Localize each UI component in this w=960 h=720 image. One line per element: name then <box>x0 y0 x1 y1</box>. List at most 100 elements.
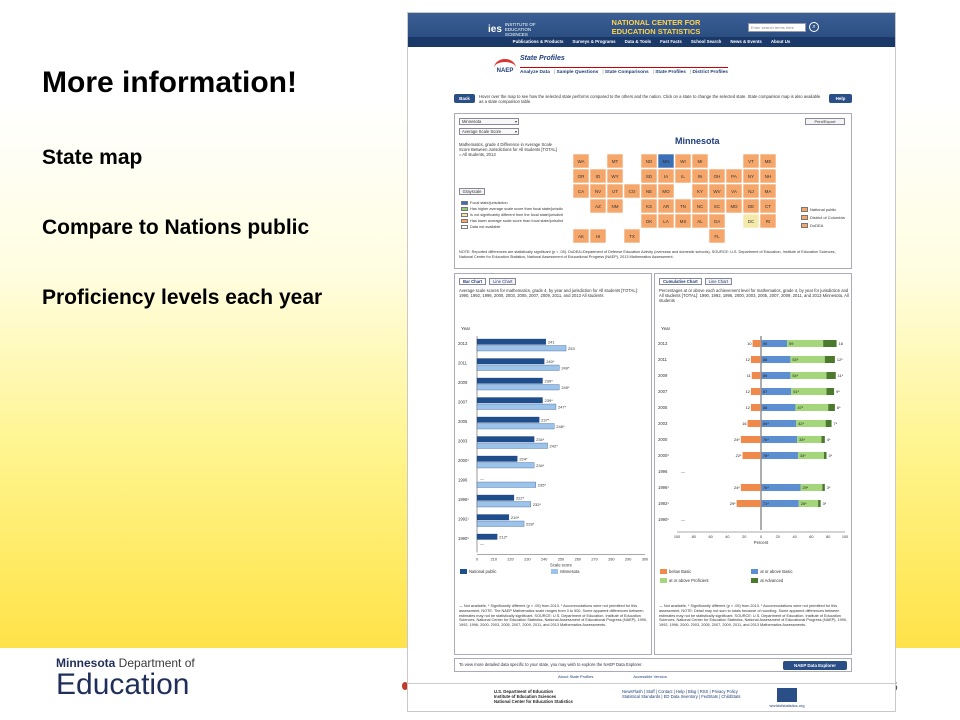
state-shape[interactable] <box>640 168 658 184</box>
state-tile[interactable]: VT <box>742 153 760 169</box>
state-tile[interactable]: MO <box>657 183 675 199</box>
score-bar[interactable] <box>476 501 531 508</box>
state-shape[interactable] <box>691 213 709 229</box>
measure-select[interactable]: Average Scale Score <box>459 128 519 135</box>
level-bar-segment[interactable] <box>740 484 761 491</box>
state-tile[interactable]: KS <box>640 198 658 214</box>
state-tile[interactable]: SC <box>708 198 726 214</box>
score-bar[interactable] <box>476 416 540 423</box>
state-tile[interactable]: CT <box>759 198 777 214</box>
help-button[interactable]: Help <box>829 94 852 103</box>
tab-state-profiles[interactable]: State Profiles <box>653 70 686 75</box>
state-shape[interactable] <box>759 213 777 229</box>
state-shape[interactable] <box>742 168 760 184</box>
state-shape[interactable] <box>657 213 675 229</box>
state-shape[interactable] <box>674 213 692 229</box>
state-tile[interactable]: NM <box>606 198 624 214</box>
state-shape[interactable] <box>623 183 641 199</box>
score-bar[interactable] <box>476 462 535 469</box>
level-bar-segment[interactable] <box>818 500 821 507</box>
score-bar[interactable] <box>476 377 543 384</box>
state-shape[interactable] <box>606 183 624 199</box>
state-tile[interactable]: AR <box>657 198 675 214</box>
state-tile[interactable]: NC <box>691 198 709 214</box>
state-shape[interactable] <box>572 183 590 199</box>
state-shape[interactable] <box>708 213 726 229</box>
level-bar-segment[interactable] <box>761 388 792 395</box>
score-bar[interactable] <box>476 338 547 345</box>
state-shape[interactable] <box>589 198 607 214</box>
score-bar[interactable] <box>476 397 543 404</box>
state-tile[interactable]: AZ <box>589 198 607 214</box>
level-bar-segment[interactable] <box>797 436 822 443</box>
tab-line-chart-left[interactable]: Line Chart <box>489 278 517 285</box>
level-bar-segment[interactable] <box>824 356 835 363</box>
state-shape[interactable] <box>606 153 624 169</box>
state-tile[interactable]: WV <box>708 183 726 199</box>
state-tile[interactable]: ME <box>759 153 777 169</box>
nav-about[interactable]: About Us <box>770 39 791 44</box>
state-shape[interactable] <box>657 168 675 184</box>
score-bar[interactable] <box>476 533 498 540</box>
state-tile[interactable]: IL <box>674 168 692 184</box>
state-tile[interactable]: NV <box>589 183 607 199</box>
level-bar-segment[interactable] <box>798 500 819 507</box>
level-bar-segment[interactable] <box>761 404 796 411</box>
tab-sample-questions[interactable]: Sample Questions <box>554 70 598 75</box>
state-shape[interactable] <box>640 198 658 214</box>
level-bar-segment[interactable] <box>823 340 837 347</box>
level-bar-segment[interactable] <box>747 420 761 427</box>
state-shape[interactable] <box>708 198 726 214</box>
state-tile[interactable]: IA <box>657 168 675 184</box>
state-tile[interactable]: MT <box>606 153 624 169</box>
state-tile[interactable]: MS <box>674 213 692 229</box>
state-shape[interactable] <box>691 198 709 214</box>
tab-line-chart-right[interactable]: Line Chart <box>704 278 732 285</box>
state-shape[interactable] <box>742 198 760 214</box>
state-shape[interactable] <box>691 183 709 199</box>
state-tile[interactable]: TN <box>674 198 692 214</box>
score-bar[interactable] <box>476 481 536 488</box>
nav-news[interactable]: News & Events <box>730 39 762 44</box>
level-bar-segment[interactable] <box>822 484 825 491</box>
level-bar-segment[interactable] <box>797 452 824 459</box>
level-bar-segment[interactable] <box>761 500 799 507</box>
state-tile[interactable]: OR <box>572 168 590 184</box>
state-tile[interactable]: OH <box>708 168 726 184</box>
level-bar-segment[interactable] <box>821 436 825 443</box>
score-bar[interactable] <box>476 403 557 410</box>
level-bar-segment[interactable] <box>736 500 761 507</box>
score-bar[interactable] <box>476 494 515 501</box>
state-tile[interactable]: NY <box>742 168 760 184</box>
state-shape[interactable] <box>589 228 607 244</box>
accessible-version-link[interactable]: Accessible Version <box>633 674 667 679</box>
level-bar-segment[interactable] <box>761 420 797 427</box>
level-bar-segment[interactable] <box>751 372 761 379</box>
state-shape[interactable] <box>657 153 675 169</box>
nav-school-search[interactable]: School Search <box>690 39 722 44</box>
score-bar[interactable] <box>476 358 545 365</box>
state-tile[interactable]: RI <box>759 213 777 229</box>
state-shape[interactable] <box>708 183 726 199</box>
state-shape[interactable] <box>691 153 709 169</box>
level-bar-segment[interactable] <box>800 484 823 491</box>
score-bar[interactable] <box>476 442 548 449</box>
state-shape[interactable] <box>606 198 624 214</box>
state-shape[interactable] <box>742 153 760 169</box>
world-of-statistics-logo[interactable]: worldofstatistics.org <box>762 688 812 710</box>
score-bar[interactable] <box>476 384 560 391</box>
state-shape[interactable] <box>589 168 607 184</box>
level-bar-segment[interactable] <box>752 340 761 347</box>
score-bar[interactable] <box>476 345 567 352</box>
score-bar[interactable] <box>476 455 518 462</box>
level-bar-segment[interactable] <box>826 388 835 395</box>
level-bar-segment[interactable] <box>750 404 761 411</box>
score-bar[interactable] <box>476 520 525 527</box>
state-shape[interactable] <box>640 213 658 229</box>
state-tile[interactable]: DE <box>742 198 760 214</box>
level-bar-segment[interactable] <box>824 452 827 459</box>
state-shape[interactable] <box>640 183 658 199</box>
level-bar-segment[interactable] <box>795 404 829 411</box>
state-tile[interactable]: UT <box>606 183 624 199</box>
level-bar-segment[interactable] <box>761 372 791 379</box>
